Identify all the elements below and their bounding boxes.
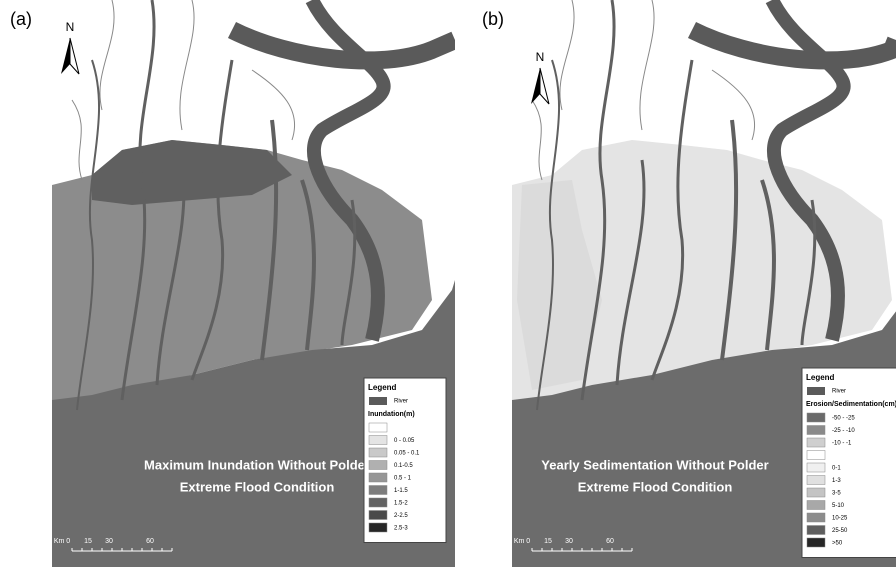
map-title: Extreme Flood Condition xyxy=(578,479,733,494)
legend-label: 0.05 - 0.1 xyxy=(394,451,420,457)
map-panel: N Yearly Sedimentation Without Polder Extr… xyxy=(512,0,896,567)
legend-swatch xyxy=(807,451,825,460)
legend-swatch xyxy=(807,501,825,510)
legend-swatch xyxy=(369,486,387,495)
legend-swatch xyxy=(369,511,387,520)
map-panel: N Maximum Inundation Without Polder Extrem… xyxy=(52,0,455,567)
legend-label: 1.5-2 xyxy=(394,501,408,507)
legend-label: River xyxy=(394,399,408,405)
legend-swatch xyxy=(369,461,387,470)
panel-label: (b) xyxy=(482,9,504,29)
legend-swatch xyxy=(807,513,825,522)
legend-swatch xyxy=(807,538,825,547)
legend-title: Legend xyxy=(806,373,835,382)
legend-label: 1-3 xyxy=(832,478,841,484)
scale-label: 30 xyxy=(105,538,113,545)
legend-label: 0.5 - 1 xyxy=(394,476,412,482)
scale-label: Km 0 xyxy=(54,538,70,545)
legend-label: River xyxy=(832,389,846,395)
scale-label: 15 xyxy=(544,538,552,545)
legend-title: Legend xyxy=(368,383,397,392)
panel-label: (a) xyxy=(10,9,32,29)
legend-swatch xyxy=(807,426,825,435)
legend-swatch xyxy=(369,473,387,482)
north-label: N xyxy=(66,20,75,34)
legend-label: 1-1.5 xyxy=(394,488,408,494)
legend-swatch xyxy=(369,436,387,445)
legend-label: 0.1-0.5 xyxy=(394,463,413,469)
scale-label: Km 0 xyxy=(514,538,530,545)
legend-label: 2-2.5 xyxy=(394,513,408,519)
legend-label: 25-50 xyxy=(832,528,848,534)
legend-swatch xyxy=(369,397,387,405)
legend-swatch xyxy=(807,463,825,472)
legend-heading: Inundation(m) xyxy=(368,411,415,418)
map-title: Yearly Sedimentation Without Polder xyxy=(541,457,768,472)
legend-label: -50 - -25 xyxy=(832,416,855,422)
legend-swatch xyxy=(807,526,825,535)
scale-label: 30 xyxy=(565,538,573,545)
scale-label: 60 xyxy=(606,538,614,545)
legend-swatch xyxy=(807,387,825,395)
legend-label: >50 xyxy=(832,541,843,547)
map-title: Maximum Inundation Without Polder xyxy=(144,457,370,472)
legend-label: -10 - -1 xyxy=(832,441,852,447)
legend-swatch xyxy=(807,413,825,422)
legend-swatch xyxy=(807,438,825,447)
legend-label: 0-1 xyxy=(832,466,841,472)
legend-label: 10-25 xyxy=(832,516,848,522)
legend-swatch xyxy=(369,498,387,507)
figure: N Maximum Inundation Without Polder Extrem… xyxy=(0,0,896,567)
map-title: Extreme Flood Condition xyxy=(180,479,335,494)
legend-heading: Erosion/Sedimentation(cm) xyxy=(806,401,896,408)
legend-swatch xyxy=(369,423,387,432)
scale-label: 60 xyxy=(146,538,154,545)
scale-label: 15 xyxy=(84,538,92,545)
legend-label: -25 - -10 xyxy=(832,428,855,434)
legend-swatch xyxy=(369,523,387,532)
legend-swatch xyxy=(807,476,825,485)
legend-label: 5-10 xyxy=(832,503,845,509)
legend-swatch xyxy=(369,448,387,457)
legend-swatch xyxy=(807,488,825,497)
north-label: N xyxy=(536,50,545,64)
legend-label: 2.5-3 xyxy=(394,526,408,532)
legend-label: 0 - 0.05 xyxy=(394,438,415,444)
legend-label: 3-5 xyxy=(832,491,841,497)
